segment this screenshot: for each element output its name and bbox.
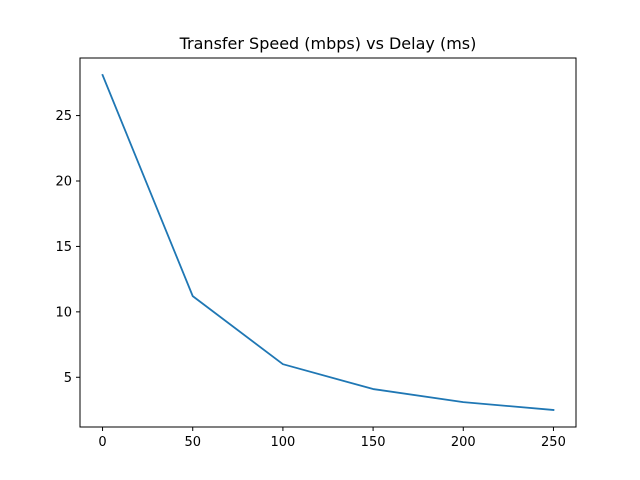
x-tick-label: 50	[184, 435, 201, 450]
x-tick-label: 150	[361, 435, 386, 450]
chart-title: Transfer Speed (mbps) vs Delay (ms)	[179, 34, 477, 53]
x-tick-label: 250	[541, 435, 566, 450]
y-tick-label: 5	[64, 371, 72, 386]
series-line	[101, 73, 555, 411]
y-tick-label: 20	[55, 175, 72, 190]
x-tick-label: 200	[451, 435, 476, 450]
y-tick-label: 10	[55, 305, 72, 320]
x-tick-label: 0	[98, 435, 106, 450]
x-tick-label: 100	[270, 435, 295, 450]
y-tick-label: 25	[55, 109, 72, 124]
y-axis: 5 10 15 20 25	[55, 109, 80, 386]
x-axis: 0 50 100 150 200 250	[98, 427, 566, 450]
y-tick-label: 15	[55, 240, 72, 255]
series-layer	[101, 73, 555, 411]
plot-area	[79, 57, 577, 428]
